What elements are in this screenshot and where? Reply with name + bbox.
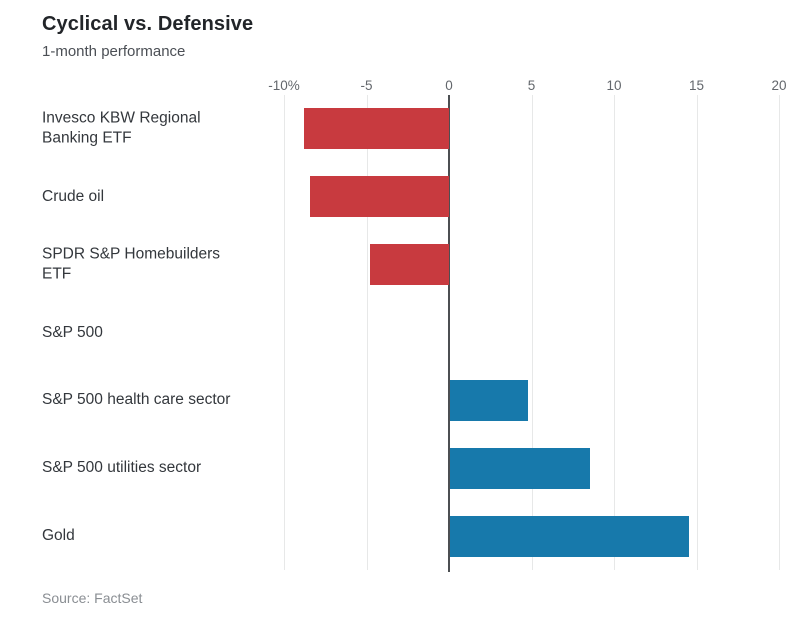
bar [450, 379, 528, 421]
axis-tick-label: 10 [606, 78, 622, 93]
axis-tick-label: -10% [268, 78, 300, 93]
grid-line [614, 95, 615, 570]
grid-line [366, 95, 368, 570]
zero-baseline [448, 95, 450, 572]
grid-line [284, 95, 285, 570]
axis-tick-label: 15 [688, 78, 705, 93]
grid-line [531, 95, 533, 570]
chart-title: Cyclical vs. Defensive [42, 13, 254, 35]
source-note: Source: FactSet [42, 590, 143, 606]
grid-line [696, 95, 698, 570]
category-label: S&P 500 health care sector [42, 391, 231, 409]
category-label: S&P 500 utilities sector [42, 458, 202, 476]
bar [450, 447, 591, 489]
chart-subtitle: 1-month performance [42, 43, 186, 60]
axis-tick-label: 5 [527, 78, 536, 93]
category-label: Invesco KBW Regional Banking ETF [42, 109, 201, 147]
grid-line [779, 95, 780, 570]
bar [310, 176, 449, 218]
bar [450, 515, 690, 557]
bar [369, 244, 449, 286]
category-label: S&P 500 [42, 323, 103, 341]
category-label: Gold [42, 526, 75, 544]
bar [303, 108, 449, 150]
category-label: Crude oil [42, 187, 105, 205]
axis-tick-label: -5 [360, 78, 373, 93]
axis-tick-label: 20 [771, 78, 787, 93]
category-label: SPDR S&P Homebuilders ETF [42, 245, 221, 283]
axis-tick-label: 0 [445, 78, 453, 93]
